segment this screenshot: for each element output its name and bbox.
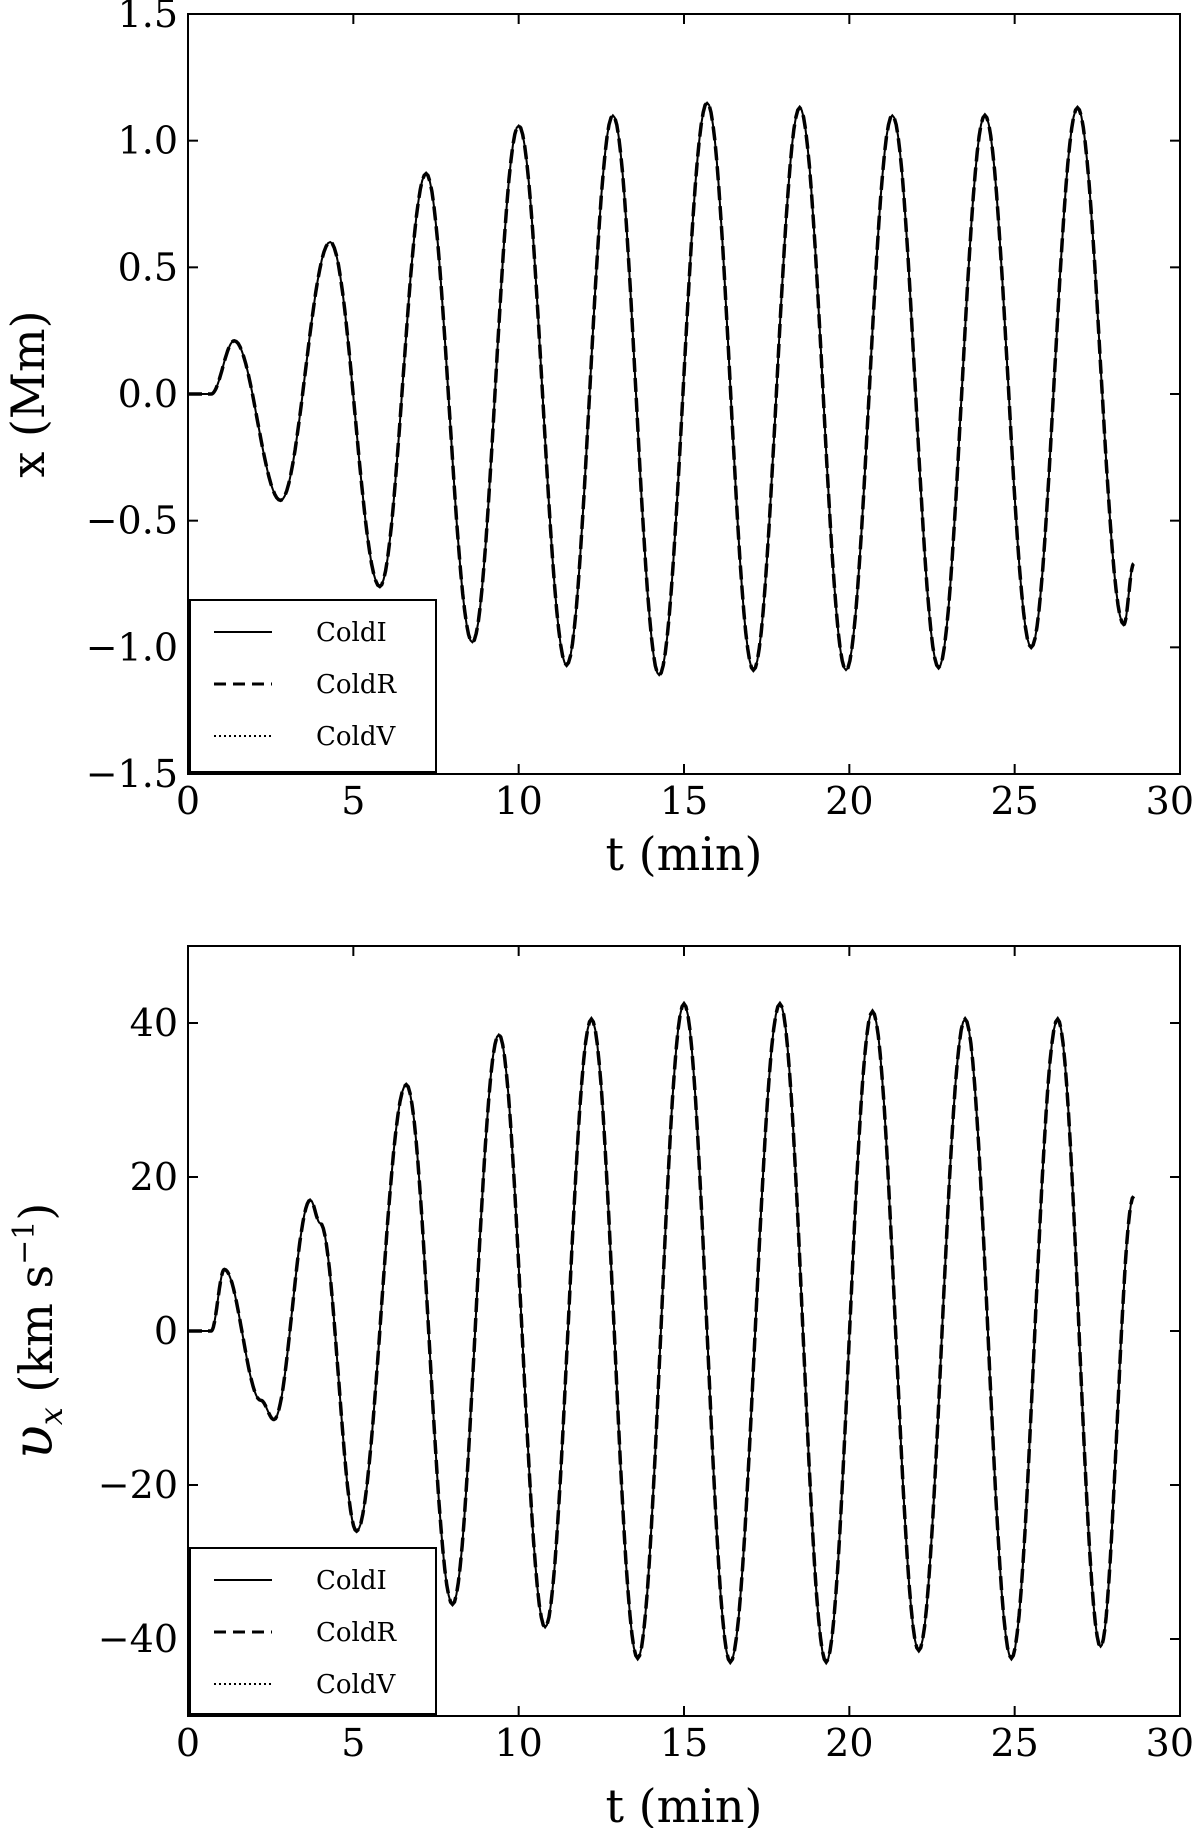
- x-tick-label: 15: [660, 779, 708, 823]
- x-tick-label: 10: [494, 779, 542, 823]
- legend: ColdI ColdR ColdV: [189, 1547, 437, 1715]
- legend-entry-coldi: ColdI: [214, 1566, 387, 1596]
- series-group: [188, 1000, 1136, 1666]
- y-tick-label: 1.0: [118, 119, 178, 163]
- y-tick-label: 0.0: [118, 372, 178, 416]
- legend-box: [189, 1547, 437, 1715]
- y-tick-label: −20: [98, 1463, 178, 1507]
- x-tick-label: 0: [176, 1721, 200, 1765]
- y-label-main: υ: [1, 1425, 66, 1459]
- y-tick-label: 0.5: [118, 245, 178, 289]
- panel-top: −1.5 −1.0 −0.5 0.0 0.5 1.0 1.5 0 5 10 15 20 25 30 t …: [1, 0, 1194, 881]
- x-axis-label: t (min): [606, 827, 763, 881]
- plot-frame: [187, 13, 1181, 775]
- y-axis-label: x (Mm): [1, 310, 55, 477]
- y-axis-label: υx (km s−1): [1, 1203, 70, 1460]
- y-tick-label: −1.5: [86, 752, 178, 796]
- legend-entry-coldr: ColdR: [214, 1618, 398, 1648]
- legend-label: ColdV: [316, 722, 397, 752]
- x-tick-label: 20: [825, 1721, 873, 1765]
- y-ticks: −40 −20 0 20 40: [98, 1001, 1180, 1661]
- legend-box: [189, 599, 437, 773]
- y-tick-label: 40: [130, 1001, 178, 1045]
- legend-label: ColdR: [316, 1618, 398, 1648]
- x-tick-label: 0: [176, 779, 200, 823]
- x-tick-label: 10: [494, 1721, 542, 1765]
- x-tick-label: 25: [990, 779, 1038, 823]
- series-line-coldv: [188, 101, 1135, 677]
- y-tick-label: 0: [154, 1309, 178, 1353]
- x-tick-label: 20: [825, 779, 873, 823]
- x-tick-label: 5: [341, 779, 365, 823]
- legend-entry-coldr: ColdR: [214, 670, 398, 700]
- legend-label: ColdI: [316, 618, 387, 648]
- legend-entry-coldi: ColdI: [214, 618, 387, 648]
- series-group: [188, 99, 1135, 678]
- x-tick-label: 5: [341, 1721, 365, 1765]
- y-tick-label: −1.0: [86, 625, 178, 669]
- legend: ColdI ColdR ColdV: [189, 599, 437, 773]
- x-ticks: 0 5 10 15 20 25 30: [176, 946, 1194, 1765]
- y-tick-label: 1.5: [118, 0, 178, 36]
- x-tick-label: 15: [660, 1721, 708, 1765]
- plot-frame: [187, 945, 1181, 1717]
- x-tick-label: 25: [990, 1721, 1038, 1765]
- y-label-subscript: x: [32, 1407, 70, 1425]
- legend-label: ColdR: [316, 670, 398, 700]
- y-tick-label: 20: [130, 1155, 178, 1199]
- legend-label: ColdI: [316, 1566, 387, 1596]
- series-line-coldv: [188, 1002, 1135, 1664]
- x-tick-label: 30: [1146, 779, 1194, 823]
- legend-label: ColdV: [316, 1670, 397, 1700]
- legend-entry-coldv: ColdV: [214, 1670, 397, 1700]
- x-tick-label: 30: [1146, 1721, 1194, 1765]
- x-ticks: 0 5 10 15 20 25 30: [176, 14, 1194, 823]
- y-tick-label: −0.5: [86, 499, 178, 543]
- y-tick-label: −40: [98, 1617, 178, 1661]
- y-label-units: (km s: [9, 1265, 63, 1407]
- y-label-superscript: −1: [7, 1221, 42, 1265]
- y-label-close: ): [9, 1203, 63, 1221]
- legend-entry-coldv: ColdV: [214, 722, 397, 752]
- x-axis-label: t (min): [606, 1779, 763, 1828]
- y-ticks: −1.5 −1.0 −0.5 0.0 0.5 1.0 1.5: [86, 0, 1180, 796]
- panel-bottom: −40 −20 0 20 40 0 5 10 15 20 25 30 t (min) υx (km …: [1, 945, 1194, 1828]
